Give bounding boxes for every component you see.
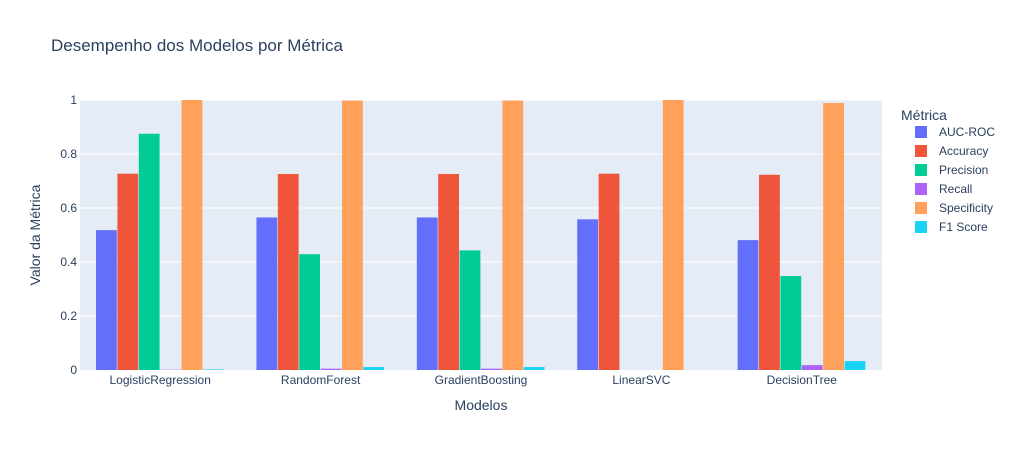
bar-auc-roc	[577, 219, 599, 370]
x-tick-label: GradientBoosting	[435, 373, 528, 387]
bar-accuracy	[759, 174, 780, 370]
legend-swatch	[915, 202, 927, 214]
bar-f1-score	[202, 369, 224, 370]
bar-specificity	[181, 100, 203, 370]
bar-auc-roc	[256, 217, 278, 370]
bar-accuracy	[438, 173, 460, 370]
bar-auc-roc	[96, 230, 117, 370]
bar-precision	[138, 133, 160, 370]
y-tick-label: 1	[70, 93, 77, 107]
x-tick-label: LinearSVC	[612, 373, 670, 387]
legend-swatch	[915, 145, 927, 157]
chart-title: Desempenho dos Modelos por Métrica	[51, 36, 344, 55]
legend-swatch	[915, 164, 927, 176]
bar-auc-roc	[416, 217, 438, 370]
x-tick-labels: LogisticRegression RandomForest GradientBo…	[110, 373, 838, 387]
x-tick-label: RandomForest	[281, 373, 361, 387]
y-tick-labels: 0 0.2 0.4 0.6 0.8 1	[60, 93, 77, 377]
y-tick-label: 0.8	[60, 147, 77, 161]
bars	[96, 100, 866, 370]
bar-recall	[481, 368, 502, 370]
y-tick-label: 0.2	[60, 309, 77, 323]
legend: Métrica AUC-ROC Accuracy Precision Recall Sp…	[901, 107, 995, 234]
bar-precision	[459, 250, 481, 370]
bar-specificity	[823, 102, 844, 370]
bar-f1-score	[523, 367, 545, 370]
bar-accuracy	[117, 173, 139, 370]
bar-precision	[299, 254, 320, 370]
bar-specificity	[341, 100, 363, 370]
y-tick-label: 0	[70, 363, 77, 377]
bar-accuracy	[598, 173, 620, 370]
bar-specificity	[662, 100, 684, 370]
bar-recall	[801, 365, 823, 370]
x-axis-title: Modelos	[455, 397, 508, 413]
legend-label: F1 Score	[939, 220, 988, 234]
y-tick-label: 0.4	[60, 255, 77, 269]
bar-f1-score	[844, 361, 866, 370]
bar-auc-roc	[737, 240, 759, 370]
y-axis-title: Valor da Métrica	[27, 184, 43, 285]
legend-label: Specificity	[939, 201, 993, 215]
legend-label: AUC-ROC	[939, 125, 995, 139]
x-tick-label: DecisionTree	[767, 373, 838, 387]
legend-label: Recall	[939, 182, 972, 196]
bar-accuracy	[277, 173, 299, 370]
bar-f1-score	[363, 367, 385, 370]
legend-label: Precision	[939, 163, 988, 177]
bar-recall	[320, 368, 342, 370]
x-tick-label: LogisticRegression	[110, 373, 211, 387]
legend-swatch	[915, 221, 927, 233]
y-tick-label: 0.6	[60, 201, 77, 215]
legend-swatch	[915, 126, 927, 138]
legend-title: Métrica	[901, 107, 947, 123]
legend-label: Accuracy	[939, 144, 988, 158]
bar-precision	[780, 276, 802, 370]
legend-swatch	[915, 183, 927, 195]
bar-specificity	[502, 100, 524, 370]
